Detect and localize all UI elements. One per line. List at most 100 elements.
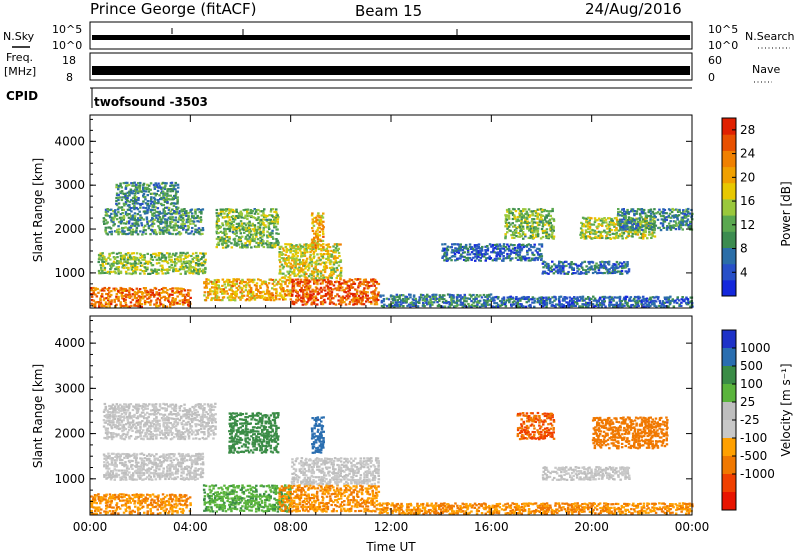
power-cell <box>182 251 185 254</box>
power-cell <box>589 232 592 235</box>
power-cell <box>187 224 190 228</box>
power-cell <box>515 301 518 304</box>
power-cell <box>558 262 561 265</box>
power-cell <box>347 297 350 300</box>
power-cell <box>309 257 312 260</box>
power-cell <box>242 209 245 212</box>
power-cell <box>636 220 640 224</box>
power-cell <box>253 228 257 231</box>
velocity-cell <box>119 507 122 510</box>
velocity-cell <box>102 498 106 501</box>
power-cell <box>169 226 173 229</box>
power-cell <box>94 287 98 290</box>
power-cell <box>585 231 588 234</box>
power-cell <box>343 282 347 285</box>
power-cell <box>550 224 554 227</box>
power-cell <box>534 210 537 213</box>
power-cell <box>113 256 117 259</box>
power-cell <box>149 192 153 195</box>
power-cell <box>290 270 294 274</box>
power-cell <box>309 250 312 253</box>
power-cell <box>518 243 521 246</box>
power-cell <box>275 298 278 301</box>
power-cell <box>217 236 220 239</box>
power-cell <box>490 297 493 300</box>
power-cell <box>414 297 417 300</box>
power-cell <box>207 294 210 297</box>
power-cell <box>226 283 230 286</box>
power-cell <box>250 294 253 298</box>
power-cell <box>121 297 124 300</box>
power-cell <box>275 212 279 215</box>
power-cell <box>133 184 136 187</box>
power-cell <box>545 214 548 217</box>
power-cell <box>631 220 634 223</box>
power-cell <box>343 296 347 300</box>
power-cell <box>119 262 123 265</box>
power-cell <box>306 247 310 250</box>
power-cell <box>456 303 459 307</box>
power-cell <box>319 263 322 266</box>
power-cell <box>327 297 330 300</box>
power-cell <box>141 293 144 296</box>
power-cell <box>143 258 146 261</box>
power-cell <box>586 223 589 226</box>
power-cell <box>165 182 168 185</box>
power-cell <box>276 239 279 242</box>
power-cell <box>173 291 176 294</box>
power-cell <box>360 300 364 303</box>
power-cell <box>493 257 497 260</box>
power-region-0 <box>90 286 192 308</box>
power-cell <box>493 246 497 250</box>
power-cell <box>127 266 130 269</box>
power-cell <box>598 236 602 240</box>
power-cell <box>157 252 161 255</box>
power-cell <box>116 228 119 231</box>
power-cell <box>391 298 394 301</box>
power-cell <box>486 299 490 302</box>
power-cell <box>264 282 267 285</box>
power-cell <box>171 216 174 219</box>
power-cell <box>217 214 221 217</box>
power-cell <box>670 210 674 214</box>
power-cell <box>180 216 183 219</box>
power-cell <box>634 222 638 225</box>
velocity-cell <box>111 510 115 513</box>
power-cell <box>114 261 117 264</box>
power-cell <box>473 300 477 303</box>
power-cell <box>225 242 228 245</box>
power-cell <box>276 294 279 297</box>
power-cell <box>549 228 552 231</box>
power-cell <box>166 218 169 221</box>
power-cell <box>370 291 373 294</box>
power-cell <box>585 217 588 220</box>
power-cell <box>196 231 199 234</box>
power-cell <box>669 295 672 298</box>
velocity-cell <box>97 508 100 511</box>
power-cell <box>337 287 340 290</box>
power-cell <box>183 222 186 225</box>
power-cell <box>603 261 606 264</box>
power-cell <box>175 252 178 255</box>
power-cell <box>192 222 195 225</box>
power-cell <box>235 229 238 232</box>
power-cell <box>660 303 664 306</box>
power-cell <box>531 222 534 225</box>
power-cell <box>656 211 660 214</box>
power-cell <box>226 214 229 217</box>
power-cell <box>124 181 128 184</box>
power-cell <box>429 297 432 300</box>
power-cell <box>398 303 402 306</box>
power-cell <box>326 291 330 294</box>
power-cell <box>218 226 221 229</box>
power-cell <box>123 299 126 302</box>
power-cell <box>633 295 637 299</box>
power-cell <box>168 258 171 261</box>
power-cell <box>526 223 529 227</box>
power-cell <box>337 295 341 298</box>
power-cell <box>339 259 343 262</box>
power-cell <box>273 244 276 247</box>
power-cell <box>552 225 555 228</box>
power-cell <box>99 272 103 275</box>
power-cell <box>330 270 333 273</box>
